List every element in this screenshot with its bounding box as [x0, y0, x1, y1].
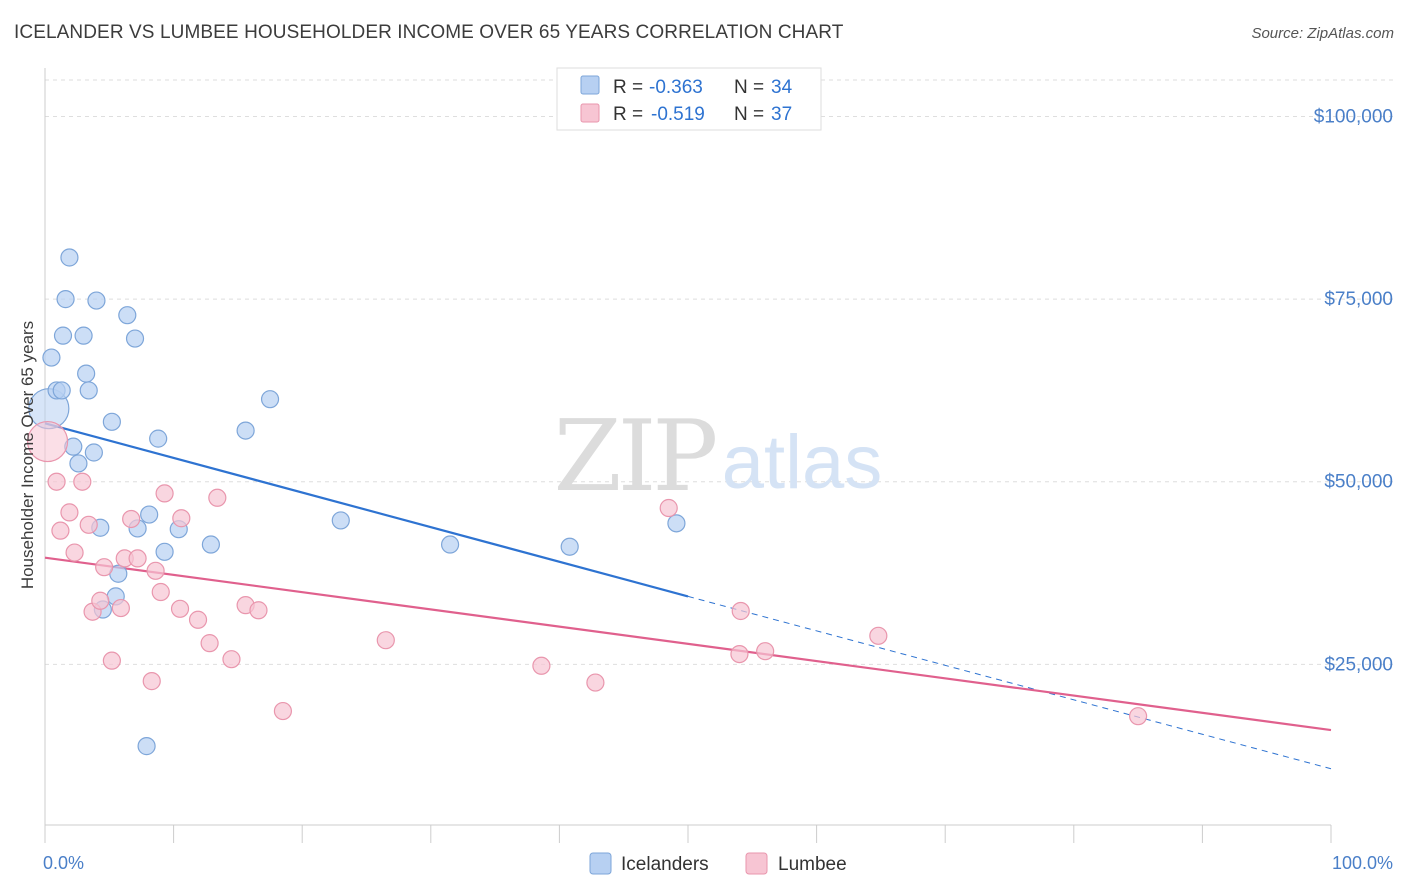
lumbee-point: [222, 650, 241, 669]
icelander-point: [74, 326, 93, 345]
lumbee-point: [128, 549, 147, 568]
stats-box: R = -0.363 N = 34 R = -0.519 N = 37: [556, 67, 822, 131]
icelander-point: [201, 535, 220, 554]
lumbee-point: [26, 420, 69, 463]
icelander-point: [155, 542, 174, 561]
icelander-point: [79, 381, 98, 400]
lumbee-point: [208, 488, 227, 507]
lumbee-point: [200, 634, 219, 653]
lumbee-point: [1128, 707, 1148, 726]
icelander-point: [667, 514, 686, 533]
lumbee-point: [73, 472, 92, 491]
y-tick-label: $75,000: [1324, 289, 1393, 310]
icelander-point: [125, 329, 145, 348]
icelander-point: [69, 454, 88, 473]
legend-label-icelanders: Icelanders: [621, 854, 709, 875]
x-tick-label-min: 0.0%: [43, 853, 84, 873]
icelander-point: [440, 535, 460, 554]
icelander-point: [56, 290, 75, 309]
lumbee-point: [172, 509, 191, 528]
y-tick-labels: $25,000 $50,000 $75,000 $100,000: [1314, 107, 1393, 676]
icelander-point: [140, 505, 159, 524]
stats-row-icelanders: R = -0.363 N = 34: [613, 77, 793, 98]
icelander-point: [560, 537, 579, 556]
lumbee-point: [170, 599, 190, 618]
lumbee-point: [91, 591, 110, 610]
stats-box-frame: [556, 67, 822, 131]
lumbee-point: [730, 644, 749, 664]
grid-lines: [45, 79, 1393, 665]
lumbee-point: [111, 598, 130, 618]
icelander-point: [236, 421, 255, 440]
lumbee-point: [532, 656, 551, 675]
legend-swatch-lumbee: [745, 852, 768, 875]
icelander-point: [331, 511, 350, 530]
icelander-point: [137, 737, 156, 756]
stats-n-label: N =: [734, 77, 769, 98]
y-axis-title: Householder Income Over 65 years: [18, 321, 37, 589]
stats-swatch-icelanders: [580, 75, 600, 95]
icelander-point: [84, 443, 103, 462]
data-points: [26, 248, 1148, 756]
lumbee-point: [95, 558, 114, 577]
legend-label-lumbee: Lumbee: [778, 854, 847, 875]
trend-lines: [44, 422, 1332, 770]
x-tick-label-max: 100.0%: [1332, 853, 1393, 873]
lumbee-point: [586, 673, 605, 692]
icelander-point: [77, 364, 96, 383]
y-axis-label: Householder Income Over 65 years: [18, 321, 37, 589]
stats-r-label: R =: [613, 77, 648, 98]
lumbee-point: [142, 672, 161, 691]
stats-swatch-lumbee: [580, 103, 600, 123]
stats-row-lumbee: R = -0.519 N = 37: [613, 104, 792, 125]
icelander-point: [42, 348, 61, 367]
icelander-point: [53, 326, 73, 345]
legend: Icelanders Lumbee: [589, 852, 847, 875]
stats-n-value: 37: [771, 104, 792, 125]
lumbee-point: [249, 601, 268, 620]
lumbee-point: [79, 515, 98, 534]
lumbee-point: [659, 498, 678, 518]
lumbee-point: [756, 642, 775, 661]
y-tick-label: $25,000: [1324, 654, 1393, 675]
icelander-point: [260, 390, 280, 409]
y-tick-label: $50,000: [1324, 472, 1393, 493]
lumbee-point: [273, 701, 293, 721]
lumbee-point: [102, 651, 121, 670]
icelanders-trend-line: [44, 422, 689, 598]
chart-title: ICELANDER VS LUMBEE HOUSEHOLDER INCOME O…: [14, 22, 844, 43]
lumbee-point: [155, 484, 174, 503]
x-tick-labels: 0.0% 100.0%: [43, 853, 1393, 873]
lumbee-point: [65, 543, 84, 562]
y-tick-label: $100,000: [1314, 107, 1393, 128]
lumbee-point: [869, 626, 888, 645]
lumbee-point: [122, 509, 141, 529]
lumbee-point: [188, 610, 208, 629]
lumbee-point: [151, 582, 170, 602]
lumbee-point: [47, 472, 66, 491]
lumbee-point: [731, 601, 750, 621]
stats-n-value: 34: [771, 77, 793, 98]
lumbee-trend-line: [44, 556, 1332, 732]
watermark-atlas: atlas: [722, 420, 883, 505]
stats-r-label: R =: [613, 104, 648, 125]
icelanders-trend-extension: [687, 595, 1332, 770]
icelander-point: [149, 429, 168, 448]
watermark-zip: ZIP: [554, 400, 716, 514]
icelander-point: [52, 381, 71, 400]
icelander-point: [60, 248, 79, 267]
icelander-point: [87, 291, 106, 310]
legend-swatch-icelanders: [589, 852, 612, 875]
stats-n-label: N =: [734, 104, 769, 125]
lumbee-point: [51, 521, 70, 540]
stats-r-value: -0.519: [651, 104, 705, 125]
stats-r-value: -0.363: [649, 77, 703, 98]
lumbee-point: [376, 631, 395, 650]
icelander-point: [102, 412, 121, 431]
source-label: Source: ZipAtlas.com: [1251, 25, 1394, 42]
lumbee-point: [146, 561, 165, 580]
lumbee-point: [60, 503, 79, 522]
icelander-point: [118, 306, 137, 325]
